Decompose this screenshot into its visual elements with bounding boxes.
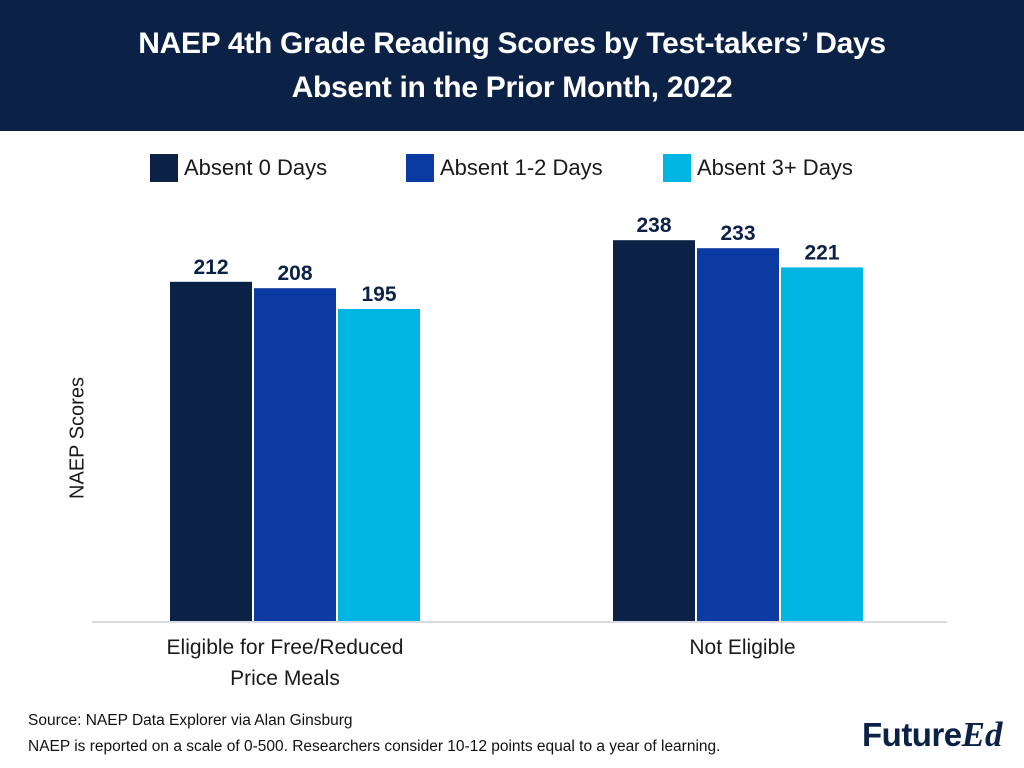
value-label-not-eligible-absent-3-plus: 221 <box>804 241 839 264</box>
chart-footer: Source: NAEP Data Explorer via Alan Gins… <box>28 708 720 760</box>
bar-not-eligible-absent-1-2 <box>697 248 779 621</box>
chart-header: NAEP 4th Grade Reading Scores by Test-ta… <box>0 0 1024 131</box>
legend-item-absent-3-plus: Absent 3+ Days <box>663 152 853 184</box>
legend-swatch-absent-0 <box>150 154 178 182</box>
value-label-eligible-absent-3-plus: 195 <box>361 283 396 306</box>
legend-label-absent-1-2: Absent 1-2 Days <box>440 155 603 180</box>
source-note: Source: NAEP Data Explorer via Alan Gins… <box>28 712 353 729</box>
bar-not-eligible-absent-0 <box>613 240 695 621</box>
futureed-logo: Future Ed <box>862 715 1003 759</box>
category-label-not-eligible-line-1: Not Eligible <box>689 636 796 659</box>
category-label-not-eligible: Not Eligible <box>590 632 895 663</box>
bar-eligible-absent-0 <box>170 281 252 621</box>
chart-title-line-1: NAEP 4th Grade Reading Scores by Test-ta… <box>138 26 886 60</box>
bar-eligible-absent-3-plus <box>338 309 420 621</box>
logo-text-ed: Ed <box>961 715 1003 754</box>
legend-swatch-absent-3-plus <box>663 154 691 182</box>
value-label-eligible-absent-0: 212 <box>193 256 228 279</box>
bar-eligible-absent-1-2 <box>254 288 336 621</box>
logo-text-future: Future <box>862 716 962 753</box>
bar-not-eligible-absent-3-plus <box>781 267 863 621</box>
legend-swatch-absent-1-2 <box>406 154 434 182</box>
category-label-eligible-line-2: Price Meals <box>230 667 340 690</box>
legend-item-absent-1-2: Absent 1-2 Days <box>406 152 603 184</box>
chart-legend: Absent 0 Days Absent 1-2 Days Absent 3+ … <box>0 152 1024 184</box>
legend-label-absent-3-plus: Absent 3+ Days <box>697 155 853 180</box>
chart-title-line-2: Absent in the Prior Month, 2022 <box>291 70 733 104</box>
legend-label-absent-0: Absent 0 Days <box>184 155 328 180</box>
scale-note: NAEP is reported on a scale of 0-500. Re… <box>28 738 721 755</box>
value-label-eligible-absent-1-2: 208 <box>277 262 312 285</box>
value-label-not-eligible-absent-0: 238 <box>636 214 671 237</box>
category-label-eligible-line-1: Eligible for Free/Reduced <box>166 636 404 659</box>
category-label-eligible: Eligible for Free/Reduced Price Meals <box>130 632 440 694</box>
value-label-not-eligible-absent-1-2: 233 <box>720 222 755 245</box>
legend-item-absent-0: Absent 0 Days <box>150 152 327 184</box>
